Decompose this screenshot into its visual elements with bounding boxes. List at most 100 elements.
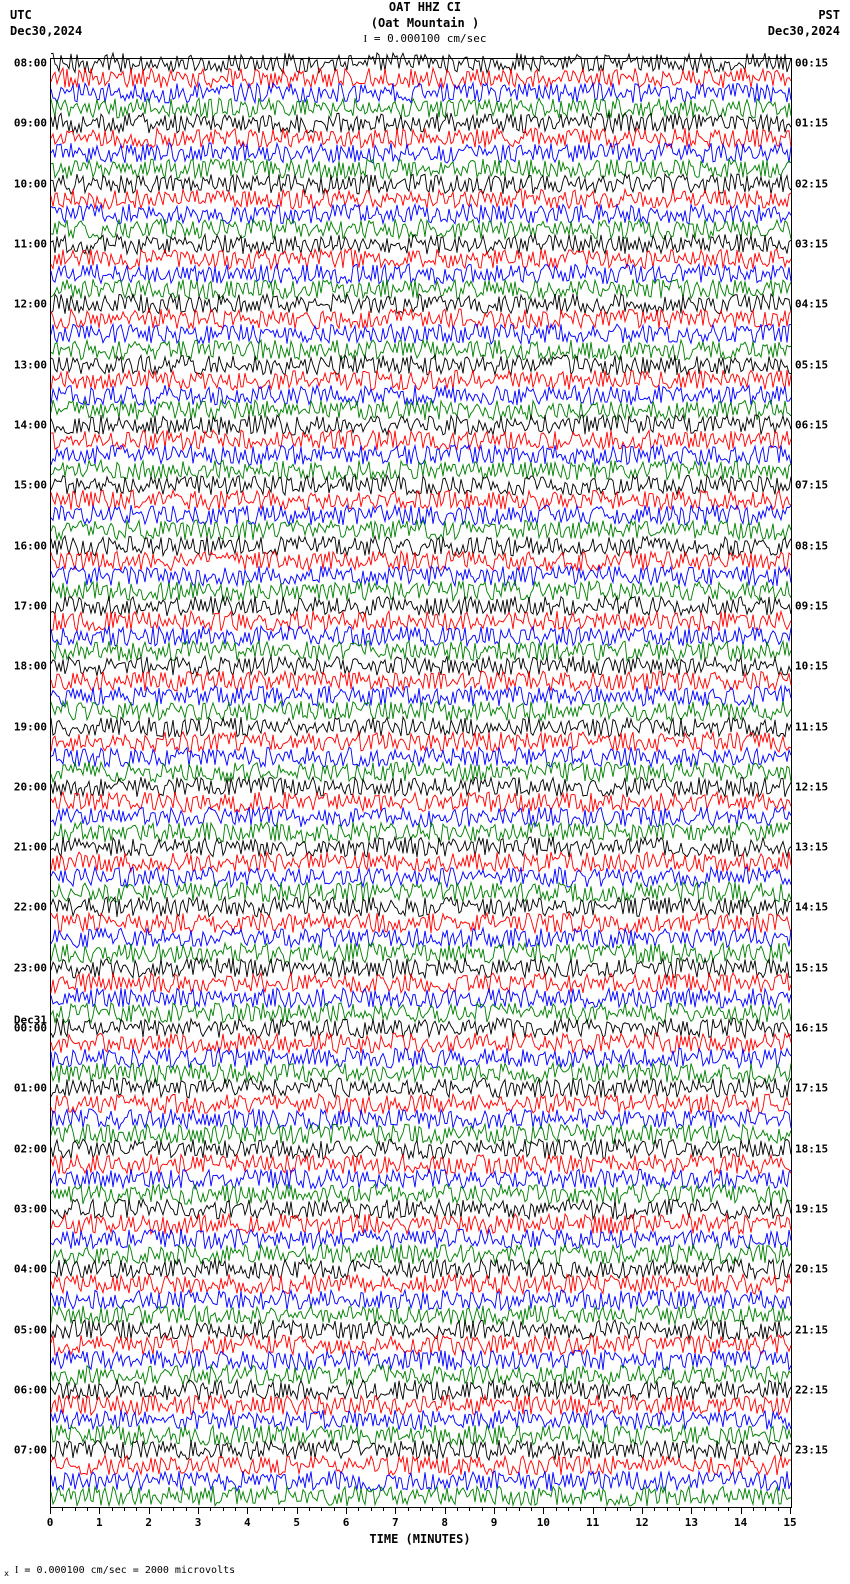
x-minor-tick <box>75 1508 76 1511</box>
x-minor-tick <box>506 1508 507 1511</box>
pst-time-label: 16:15 <box>791 1022 828 1035</box>
x-minor-tick <box>124 1508 125 1511</box>
x-tick-label: 0 <box>47 1516 54 1529</box>
x-minor-tick <box>667 1508 668 1511</box>
x-tick-label: 9 <box>491 1516 498 1529</box>
station-code: OAT HHZ CI <box>389 0 461 14</box>
pst-time-label: 23:15 <box>791 1444 828 1457</box>
x-minor-tick <box>531 1508 532 1511</box>
utc-time-label: 08:00 <box>14 57 51 70</box>
x-minor-tick <box>728 1508 729 1511</box>
x-minor-tick <box>469 1508 470 1511</box>
x-minor-tick <box>321 1508 322 1511</box>
helicorder-plot: 08:0000:1509:0001:1510:0002:1511:0003:15… <box>50 58 792 1508</box>
x-minor-tick <box>642 1508 643 1511</box>
pst-time-label: 12:15 <box>791 780 828 793</box>
x-tick-label: 11 <box>586 1516 599 1529</box>
x-minor-tick <box>408 1508 409 1511</box>
x-minor-tick <box>334 1508 335 1511</box>
x-axis: TIME (MINUTES) 0123456789101112131415 <box>50 1508 790 1548</box>
utc-time-label: 07:00 <box>14 1444 51 1457</box>
x-minor-tick <box>272 1508 273 1511</box>
pst-time-label: 07:15 <box>791 479 828 492</box>
utc-time-label: 19:00 <box>14 720 51 733</box>
utc-time-label: 04:00 <box>14 1263 51 1276</box>
x-minor-tick <box>617 1508 618 1511</box>
x-tick-label: 8 <box>441 1516 448 1529</box>
pst-time-label: 17:15 <box>791 1082 828 1095</box>
x-minor-tick <box>297 1508 298 1511</box>
x-minor-tick <box>420 1508 421 1511</box>
utc-time-label: 16:00 <box>14 539 51 552</box>
utc-time-label: 03:00 <box>14 1203 51 1216</box>
x-tick-label: 3 <box>195 1516 202 1529</box>
x-minor-tick <box>654 1508 655 1511</box>
x-minor-tick <box>691 1508 692 1511</box>
utc-time-label: 09:00 <box>14 117 51 130</box>
x-minor-tick <box>198 1508 199 1511</box>
x-minor-tick <box>630 1508 631 1511</box>
x-minor-tick <box>371 1508 372 1511</box>
x-tick-label: 14 <box>734 1516 747 1529</box>
x-minor-tick <box>50 1508 51 1511</box>
pst-time-label: 01:15 <box>791 117 828 130</box>
x-minor-tick <box>494 1508 495 1511</box>
x-minor-tick <box>457 1508 458 1511</box>
x-minor-tick <box>112 1508 113 1511</box>
x-tick-label: 1 <box>96 1516 103 1529</box>
x-minor-tick <box>778 1508 779 1511</box>
x-minor-tick <box>87 1508 88 1511</box>
pst-time-label: 06:15 <box>791 418 828 431</box>
x-minor-tick <box>482 1508 483 1511</box>
pst-time-label: 15:15 <box>791 961 828 974</box>
utc-time-label: 01:00 <box>14 1082 51 1095</box>
utc-time-label: 10:00 <box>14 177 51 190</box>
station-location: (Oat Mountain ) <box>371 16 479 30</box>
x-tick-label: 6 <box>343 1516 350 1529</box>
x-minor-tick <box>173 1508 174 1511</box>
x-minor-tick <box>519 1508 520 1511</box>
x-tick-label: 13 <box>685 1516 698 1529</box>
utc-time-label: 15:00 <box>14 479 51 492</box>
pst-time-label: 14:15 <box>791 901 828 914</box>
seismogram-container: UTC Dec30,2024 OAT HHZ CI (Oat Mountain … <box>0 0 850 1584</box>
utc-time-label: 21:00 <box>14 841 51 854</box>
x-tick-label: 2 <box>145 1516 152 1529</box>
x-axis-title: TIME (MINUTES) <box>369 1532 470 1546</box>
utc-time-label: 02:00 <box>14 1142 51 1155</box>
pst-time-label: 02:15 <box>791 177 828 190</box>
utc-time-label: 00:00 <box>14 1022 51 1035</box>
header-station: OAT HHZ CI (Oat Mountain ) I = 0.000100 … <box>364 0 487 47</box>
x-minor-tick <box>346 1508 347 1511</box>
x-minor-tick <box>161 1508 162 1511</box>
pst-time-label: 09:15 <box>791 599 828 612</box>
utc-date: Dec30,2024 <box>10 24 82 38</box>
pst-time-label: 21:15 <box>791 1323 828 1336</box>
header: UTC Dec30,2024 OAT HHZ CI (Oat Mountain … <box>0 0 850 55</box>
x-minor-tick <box>284 1508 285 1511</box>
pst-time-label: 19:15 <box>791 1203 828 1216</box>
x-minor-tick <box>605 1508 606 1511</box>
pst-time-label: 10:15 <box>791 660 828 673</box>
header-pst: PST Dec30,2024 <box>768 8 840 39</box>
pst-label: PST <box>818 8 840 22</box>
x-minor-tick <box>235 1508 236 1511</box>
footer-scale: x I = 0.000100 cm/sec = 2000 microvolts <box>4 1565 235 1578</box>
x-minor-tick <box>149 1508 150 1511</box>
utc-time-label: 17:00 <box>14 599 51 612</box>
utc-time-label: 13:00 <box>14 358 51 371</box>
x-minor-tick <box>790 1508 791 1511</box>
pst-date: Dec30,2024 <box>768 24 840 38</box>
x-minor-tick <box>741 1508 742 1511</box>
x-minor-tick <box>445 1508 446 1511</box>
x-tick-label: 10 <box>537 1516 550 1529</box>
utc-time-label: 06:00 <box>14 1384 51 1397</box>
x-minor-tick <box>210 1508 211 1511</box>
x-minor-tick <box>704 1508 705 1511</box>
x-minor-tick <box>543 1508 544 1511</box>
utc-time-label: 12:00 <box>14 298 51 311</box>
x-minor-tick <box>753 1508 754 1511</box>
pst-time-label: 22:15 <box>791 1384 828 1397</box>
x-minor-tick <box>679 1508 680 1511</box>
seismic-trace <box>51 1486 791 1506</box>
